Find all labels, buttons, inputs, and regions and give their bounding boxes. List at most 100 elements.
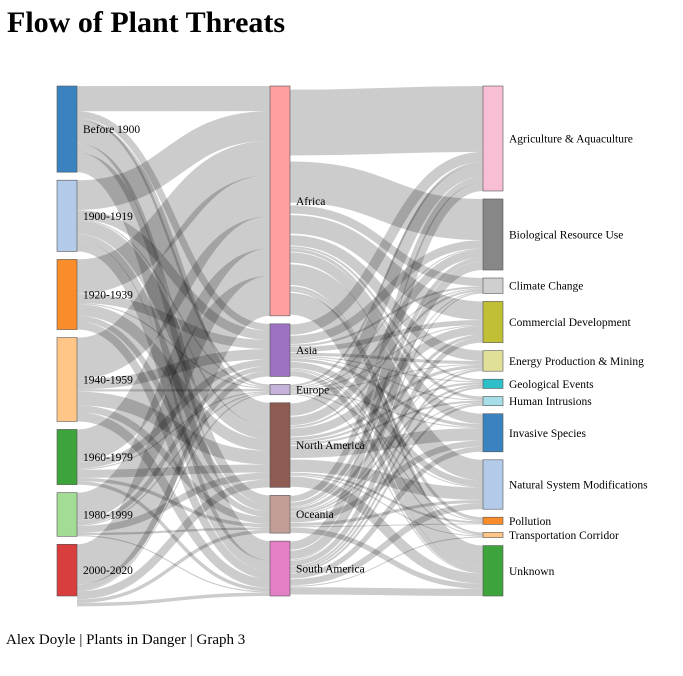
link-europe-to-biological-resource-use (289, 248, 484, 388)
link-1920-1939-to-oceania (76, 315, 271, 518)
node-label-1980-1999: 1980-1999 (83, 509, 133, 521)
link-before-1900-to-north-america (75, 120, 272, 426)
node-2000-2020[interactable] (56, 543, 78, 597)
link-1960-1979-to-south-america (76, 481, 271, 592)
node-climate-change[interactable] (482, 277, 504, 294)
link-europe-to-climate-change (289, 288, 484, 389)
node-label-europe: Europe (296, 385, 329, 397)
link-europe-to-agriculture-and-aquaculture (289, 162, 484, 387)
node-label-agriculture-and-aquaculture: Agriculture & Aquaculture (509, 133, 633, 145)
link-1980-1999-to-europe (76, 392, 271, 526)
node-geological-events[interactable] (482, 378, 504, 389)
node-energy-production-and-mining[interactable] (482, 350, 504, 372)
node-oceania[interactable] (269, 495, 291, 534)
node-agriculture-and-aquaculture[interactable] (482, 85, 504, 192)
link-1960-1979-to-asia (76, 359, 271, 469)
node-label-natural-system-modifications: Natural System Modifications (509, 480, 648, 492)
link-1940-1959-to-north-america (76, 391, 271, 465)
node-label-human-intrusions: Human Intrusions (509, 396, 592, 408)
node-label-geological-events: Geological Events (509, 379, 594, 391)
node-1900-1919[interactable] (56, 179, 78, 252)
link-1940-1959-to-south-america (76, 412, 271, 588)
link-before-1900-to-oceania (76, 143, 271, 505)
link-africa-to-geological-events (289, 246, 484, 382)
node-unknown[interactable] (482, 545, 504, 597)
node-label-1940-1959: 1940-1959 (83, 375, 133, 387)
node-invasive-species[interactable] (482, 413, 504, 453)
link-asia-to-agriculture-and-aquaculture (289, 151, 484, 335)
link-africa-to-natural-system-modifications (289, 264, 484, 481)
link-oceania-to-climate-change (289, 291, 484, 508)
link-asia-to-energy-production-and-mining (289, 352, 484, 364)
node-asia[interactable] (269, 323, 291, 377)
link-south-america-to-transportation-corridor (289, 536, 484, 587)
link-1900-1919-to-north-america (76, 220, 271, 440)
link-1900-1919-to-europe (76, 219, 271, 388)
link-1960-1979-to-africa (75, 216, 272, 462)
link-north-america-to-invasive-species (289, 428, 484, 459)
node-1940-1959[interactable] (56, 337, 78, 422)
node-1980-1999[interactable] (56, 492, 78, 537)
link-1900-1919-to-south-america (76, 241, 271, 571)
node-1920-1939[interactable] (56, 259, 78, 330)
link-before-1900-to-asia (76, 111, 271, 331)
link-1960-1979-to-north-america (76, 464, 271, 478)
node-africa[interactable] (269, 85, 291, 317)
link-1940-1959-to-asia (76, 349, 271, 390)
link-1980-1999-to-south-america (76, 535, 271, 593)
node-pollution[interactable] (482, 516, 504, 525)
link-north-america-to-geological-events (289, 382, 484, 443)
link-south-america-to-unknown (289, 587, 484, 597)
link-1940-1959-to-oceania (76, 405, 271, 524)
link-asia-to-climate-change (289, 286, 484, 347)
link-asia-to-invasive-species (289, 358, 484, 428)
link-north-america-to-transportation-corridor (289, 474, 484, 537)
link-oceania-to-unknown (289, 527, 484, 589)
link-africa-to-commercial-development (289, 215, 484, 320)
link-1980-1999-to-asia (76, 366, 271, 525)
footer-credit: Alex Doyle | Plants in Danger | Graph 3 (6, 632, 246, 648)
link-1920-1939-to-europe (76, 303, 271, 390)
link-africa-to-pollution (289, 286, 484, 521)
node-label-north-america: North America (296, 440, 365, 452)
node-label-1900-1919: 1900-1919 (83, 211, 133, 223)
link-oceania-to-commercial-development (289, 334, 484, 512)
link-oceania-to-pollution (289, 523, 484, 528)
link-europe-to-natural-system-modifications (289, 392, 484, 488)
link-oceania-to-invasive-species (289, 440, 484, 523)
link-africa-to-unknown (288, 293, 485, 568)
node-natural-system-modifications[interactable] (482, 459, 504, 510)
link-1960-1979-to-oceania (76, 477, 271, 528)
link-1900-1919-to-asia (76, 210, 271, 340)
link-africa-to-climate-change (289, 205, 484, 287)
link-south-america-to-climate-change (289, 292, 484, 561)
node-1960-1979[interactable] (56, 429, 78, 485)
node-commercial-development[interactable] (482, 301, 504, 343)
node-europe[interactable] (269, 384, 291, 396)
link-africa-to-energy-production-and-mining (289, 235, 484, 361)
node-biological-resource-use[interactable] (482, 198, 504, 271)
link-asia-to-pollution (289, 368, 484, 522)
link-north-america-to-biological-resource-use (289, 249, 484, 426)
link-africa-to-invasive-species (289, 252, 484, 425)
link-asia-to-unknown (289, 371, 484, 573)
link-1920-1939-to-north-america (76, 304, 271, 451)
link-north-america-to-unknown (289, 476, 484, 584)
node-north-america[interactable] (269, 402, 291, 488)
node-label-2000-2020: 2000-2020 (83, 565, 133, 577)
node-before-1900[interactable] (56, 85, 78, 173)
link-1980-1999-to-africa (75, 248, 272, 521)
node-transportation-corridor[interactable] (482, 532, 504, 538)
links (74, 86, 485, 607)
link-south-america-to-commercial-development (289, 337, 484, 566)
link-south-america-to-energy-production-and-mining (289, 369, 484, 569)
link-north-america-to-pollution (289, 472, 484, 524)
link-1960-1979-to-europe (76, 391, 271, 470)
node-south-america[interactable] (269, 540, 291, 597)
link-1900-1919-to-oceania (76, 234, 271, 512)
node-human-intrusions[interactable] (482, 396, 504, 407)
link-north-america-to-climate-change (289, 289, 484, 428)
node-label-africa: Africa (296, 196, 325, 208)
link-oceania-to-biological-resource-use (289, 257, 484, 507)
